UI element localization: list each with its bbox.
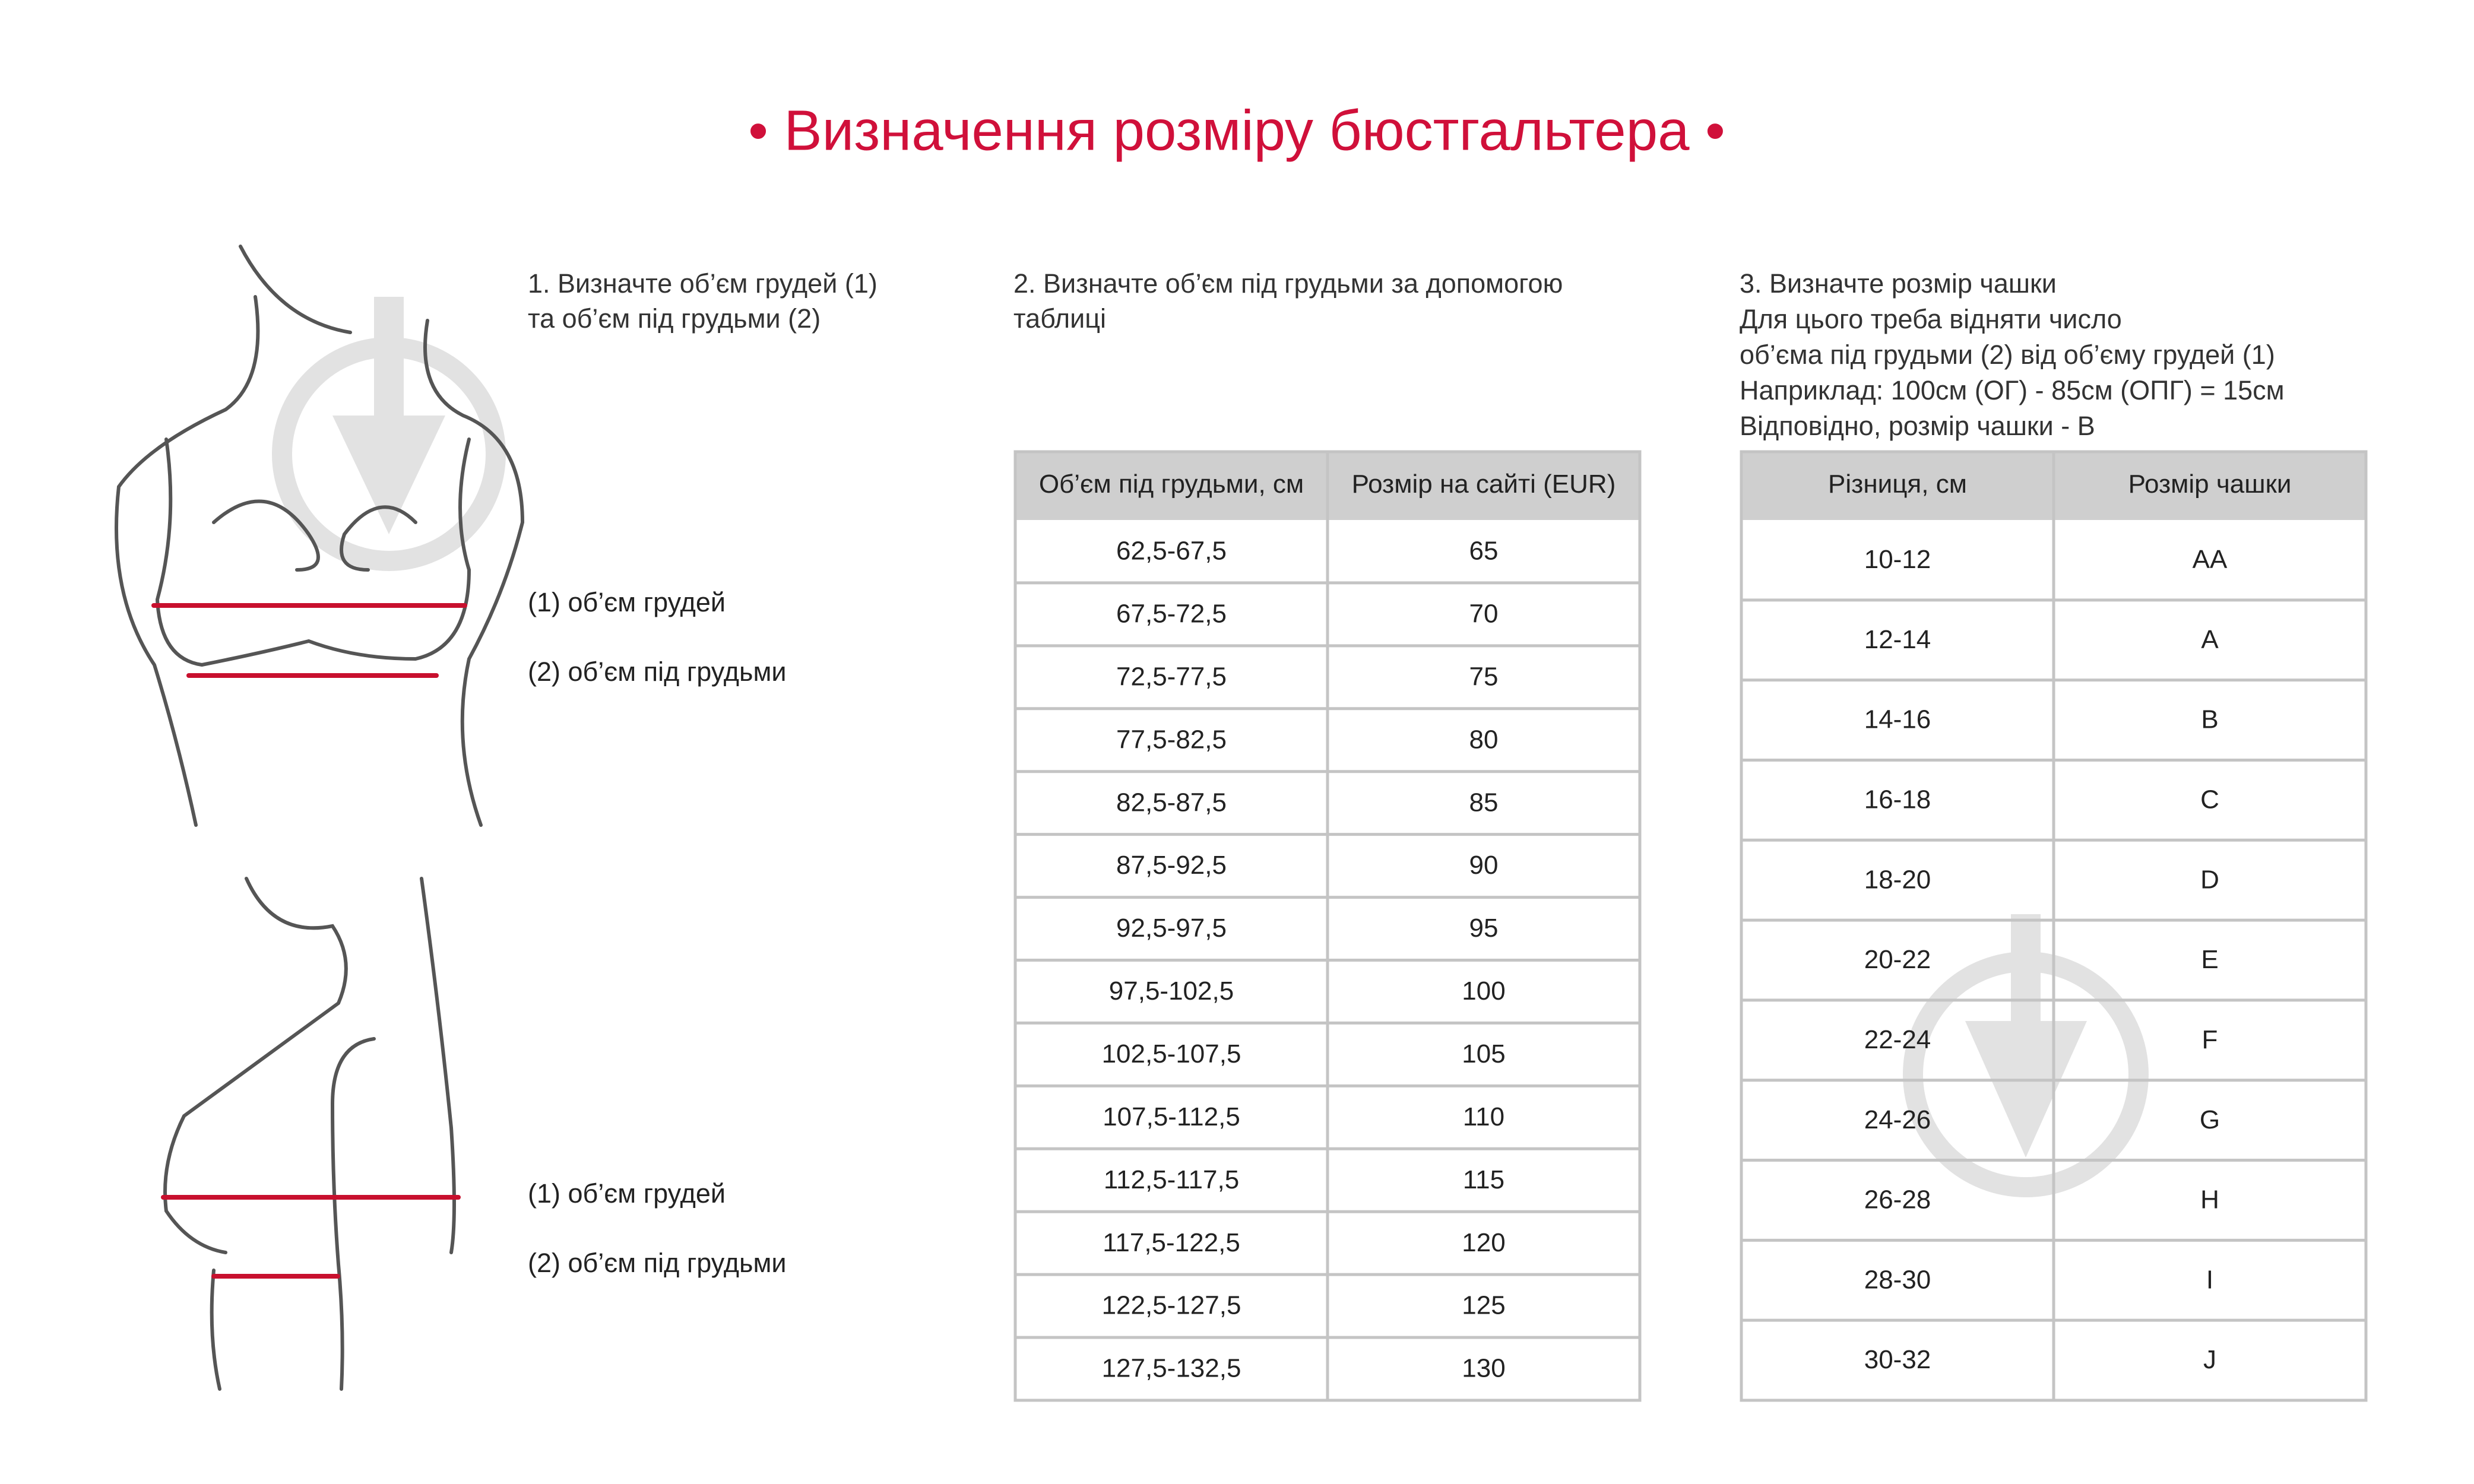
table-cell: E bbox=[2201, 945, 2218, 974]
table-cell: 24-26 bbox=[1864, 1105, 1931, 1134]
table-cell: 20-22 bbox=[1864, 945, 1931, 974]
table-cell: 125 bbox=[1462, 1291, 1505, 1320]
table-cell: 65 bbox=[1469, 537, 1499, 566]
figure-label: (1) об’єм грудей bbox=[528, 587, 726, 617]
step3-line: Наприклад: 100см (ОГ) - 85см (ОПГ) = 15с… bbox=[1740, 375, 2285, 405]
table-cell: 82,5-87,5 bbox=[1116, 788, 1227, 817]
table-cell: 70 bbox=[1469, 600, 1499, 629]
table-cell: I bbox=[2206, 1265, 2213, 1294]
table-cell: AA bbox=[2193, 545, 2228, 574]
table-cell: 75 bbox=[1469, 662, 1499, 691]
header-cell: Різниця, см bbox=[1828, 470, 1967, 499]
table-cell: 62,5-67,5 bbox=[1116, 537, 1227, 566]
step2-line: таблиці bbox=[1013, 303, 1106, 334]
table-cell: 30-32 bbox=[1864, 1345, 1931, 1374]
table-cell: 100 bbox=[1462, 976, 1505, 1006]
table-cell: 67,5-72,5 bbox=[1116, 600, 1227, 629]
figure-label: (2) об’єм під грудьми bbox=[528, 1248, 787, 1278]
table-cell: 16-18 bbox=[1864, 785, 1931, 814]
step3-line: Для цього треба відняти число bbox=[1740, 304, 2122, 334]
figure-side bbox=[161, 877, 461, 1391]
table-cell: 80 bbox=[1469, 725, 1499, 754]
table-cell: B bbox=[2201, 705, 2218, 734]
step3-line: 3. Визначте розмір чашки bbox=[1740, 268, 2057, 299]
table-cell: 26-28 bbox=[1864, 1185, 1931, 1215]
table-cell: 115 bbox=[1463, 1165, 1504, 1194]
step3-line: об’єма під грудьми (2) від об’єму грудей… bbox=[1740, 340, 2275, 370]
table-cell: 122,5-127,5 bbox=[1102, 1291, 1241, 1320]
table-cell: 92,5-97,5 bbox=[1116, 914, 1227, 943]
table-cell: A bbox=[2201, 625, 2219, 654]
table-cell: 28-30 bbox=[1864, 1265, 1931, 1294]
table-cell: 105 bbox=[1462, 1039, 1505, 1068]
table-cell: C bbox=[2200, 785, 2219, 814]
table-cell: 85 bbox=[1469, 788, 1499, 817]
watermark bbox=[272, 297, 2149, 1197]
table-cell: 12-14 bbox=[1864, 625, 1931, 654]
table-cell: 87,5-92,5 bbox=[1116, 851, 1227, 880]
table-cell: 112,5-117,5 bbox=[1104, 1165, 1239, 1194]
table-cell: 127,5-132,5 bbox=[1102, 1354, 1241, 1383]
table-cell: 107,5-112,5 bbox=[1103, 1102, 1240, 1131]
table-cell: 110 bbox=[1463, 1102, 1504, 1131]
table-cell: 120 bbox=[1462, 1228, 1505, 1257]
table-cell: 77,5-82,5 bbox=[1116, 725, 1227, 754]
figure-front bbox=[115, 245, 525, 827]
title: • Визначення розміру бюстгальтера • bbox=[748, 99, 1725, 162]
header-cell: Розмір чашки bbox=[2128, 470, 2292, 499]
figure-label: (2) об’єм під грудьми bbox=[528, 657, 787, 687]
table-cell: D bbox=[2200, 865, 2219, 894]
table-cell: 95 bbox=[1469, 914, 1499, 943]
table-cell: H bbox=[2200, 1185, 2219, 1215]
table-cell: 102,5-107,5 bbox=[1102, 1039, 1241, 1068]
table-cell: 130 bbox=[1462, 1354, 1505, 1383]
table-cell: G bbox=[2200, 1105, 2220, 1134]
table-cell: 18-20 bbox=[1864, 865, 1931, 894]
step1-line: та об’єм під грудьми (2) bbox=[528, 303, 821, 334]
header-cell: Об’єм під грудьми, см bbox=[1039, 470, 1304, 499]
table-cell: F bbox=[2202, 1025, 2218, 1054]
table-cell: 22-24 bbox=[1864, 1025, 1931, 1054]
table-cell: 97,5-102,5 bbox=[1109, 976, 1234, 1006]
table-cell: 117,5-122,5 bbox=[1103, 1228, 1240, 1257]
table-cell: 72,5-77,5 bbox=[1116, 662, 1227, 691]
step2-line: 2. Визначте об’єм під грудьми за допомог… bbox=[1013, 268, 1563, 299]
table-cell: 90 bbox=[1469, 851, 1499, 880]
header-cell: Розмір на сайті (EUR) bbox=[1352, 470, 1616, 499]
step1-line: 1. Визначте об’єм грудей (1) bbox=[528, 268, 878, 299]
table-cell: J bbox=[2203, 1345, 2216, 1374]
table-cell: 14-16 bbox=[1864, 705, 1931, 734]
table-cell: 10-12 bbox=[1864, 545, 1931, 574]
figure-label: (1) об’єм грудей bbox=[528, 1178, 726, 1209]
step3-line: Відповідно, розмір чашки - B bbox=[1740, 411, 2095, 441]
